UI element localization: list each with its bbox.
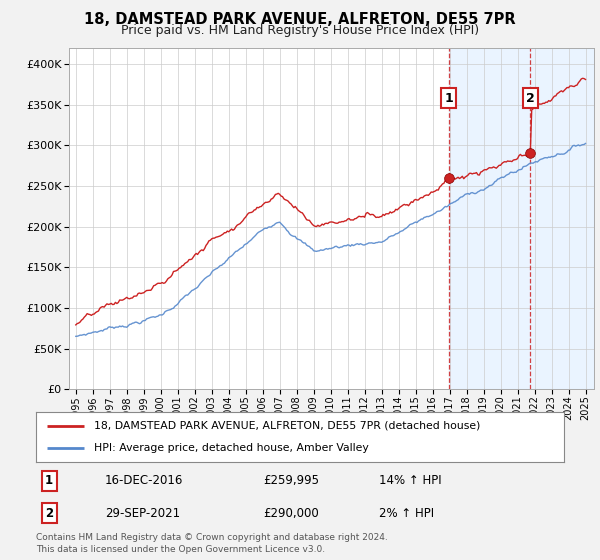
Text: 2: 2: [45, 507, 53, 520]
Text: 2: 2: [526, 91, 535, 105]
Text: Price paid vs. HM Land Registry's House Price Index (HPI): Price paid vs. HM Land Registry's House …: [121, 24, 479, 37]
Text: 2% ↑ HPI: 2% ↑ HPI: [379, 507, 434, 520]
Text: 18, DAMSTEAD PARK AVENUE, ALFRETON, DE55 7PR (detached house): 18, DAMSTEAD PARK AVENUE, ALFRETON, DE55…: [94, 421, 481, 431]
Text: £259,995: £259,995: [263, 474, 319, 487]
Text: HPI: Average price, detached house, Amber Valley: HPI: Average price, detached house, Ambe…: [94, 443, 369, 453]
Text: 18, DAMSTEAD PARK AVENUE, ALFRETON, DE55 7PR: 18, DAMSTEAD PARK AVENUE, ALFRETON, DE55…: [84, 12, 516, 27]
Text: 1: 1: [445, 91, 453, 105]
Text: 29-SEP-2021: 29-SEP-2021: [104, 507, 180, 520]
Text: Contains HM Land Registry data © Crown copyright and database right 2024.
This d: Contains HM Land Registry data © Crown c…: [36, 533, 388, 554]
Text: £290,000: £290,000: [263, 507, 319, 520]
Text: 1: 1: [45, 474, 53, 487]
Text: 14% ↑ HPI: 14% ↑ HPI: [379, 474, 442, 487]
Bar: [449, 48, 594, 389]
Text: 16-DEC-2016: 16-DEC-2016: [104, 474, 183, 487]
